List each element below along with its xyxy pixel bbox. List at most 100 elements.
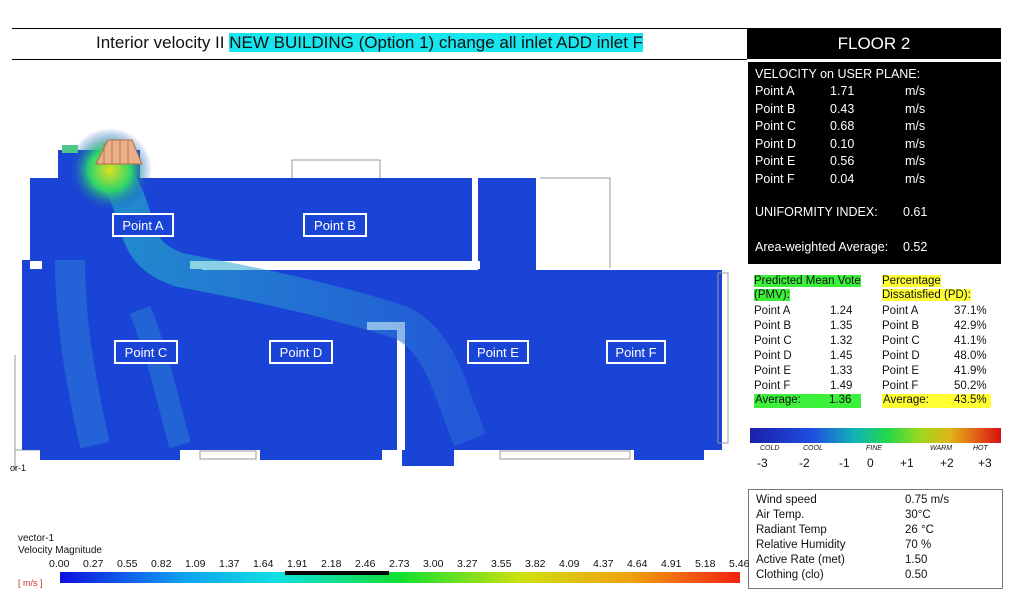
pd-header-2: Dissatisfied (PD): [882,289,971,301]
pd-point-name: Point A [882,305,919,317]
plot-point-label: Point E [467,340,529,364]
pd-point-value: 42.9% [954,320,987,332]
pmv-point-name: Point C [754,335,792,347]
title-highlight: NEW BUILDING (Option 1) change all inlet… [229,33,644,52]
pmv-scale-tick: +2 [940,456,954,470]
pmv-point-value: 1.32 [830,335,853,347]
pd-average-row: Average: 43.5% [882,394,991,408]
pmv-point-name: Point E [754,365,792,377]
pmv-scale-tick: -1 [839,456,850,470]
velocity-row: Point D 0.10 m/s [755,137,995,154]
velocity-point-name: Point C [755,119,796,133]
page-title: Interior velocity II NEW BUILDING (Optio… [96,33,644,53]
plot-point-label: Point B [303,213,367,237]
plot-edge-label: or-1 [10,463,27,473]
condition-value: 0.50 [905,569,928,581]
condition-value: 30°C [905,509,931,521]
velocity-legend-tick: 4.37 [593,558,614,570]
velocity-point-name: Point F [755,171,795,186]
pmv-scale-word: COOL [803,445,823,452]
velocity-legend-tick: 4.91 [661,558,682,570]
velocity-legend-tick: 3.27 [457,558,478,570]
pmv-point-value: 1.35 [830,320,853,332]
legend-unit: [ m/s ] [18,578,43,588]
condition-label: Radiant Temp [756,524,827,536]
pd-point-value: 50.2% [954,380,987,392]
velocity-point-unit: m/s [905,101,926,116]
velocity-row: Point B 0.43 m/s [755,102,995,119]
pmv-point-value: 1.49 [830,380,853,392]
condition-label: Clothing (clo) [756,569,824,581]
condition-value: 0.75 m/s [905,494,950,506]
pmv-point-value: 1.24 [830,305,853,317]
velocity-legend-tick: 1.91 [287,558,308,570]
velocity-legend-tick: 2.73 [389,558,410,570]
uniformity-value: 0.61 [903,205,928,219]
uniformity-label: UNIFORMITY INDEX: [755,205,878,219]
pd-point-value: 41.9% [954,365,987,377]
velocity-row: Point E 0.56 m/s [755,154,995,171]
condition-value: 70 % [905,539,932,551]
velocity-legend-tick: 0.27 [83,558,104,570]
velocity-legend-tick: 2.18 [321,558,342,570]
velocity-row: Point A 1.71 m/s [755,84,995,101]
velocity-point-name: Point E [755,154,796,168]
velocity-point-value: 0.04 [830,171,855,186]
condition-label: Active Rate (met) [756,554,845,566]
pd-point-name: Point C [882,335,920,347]
pmv-point-name: Point B [754,320,792,332]
pd-header: Percentage [882,275,941,287]
pd-point-name: Point F [882,380,919,392]
velocity-point-value: 1.71 [830,84,855,98]
title-bar: Interior velocity II NEW BUILDING (Optio… [12,28,747,60]
pd-point-name: Point D [882,350,920,362]
condition-value: 1.50 [905,554,928,566]
velocity-point-unit: m/s [905,154,926,168]
area-avg-value: 0.52 [903,240,928,254]
legend-overlay-bar [285,571,389,575]
velocity-point-name: Point A [755,84,795,98]
pd-avg-label: Average: [883,394,929,406]
inlet-icon [95,139,143,165]
pmv-average-row: Average: 1.36 [754,394,861,408]
pmv-avg-label: Average: [755,394,801,406]
inlet-small-icon [62,145,78,153]
plot-point-label: Point F [606,340,666,364]
pmv-scale-tick: -2 [799,456,810,470]
uniformity-row: UNIFORMITY INDEX: 0.61 [755,205,995,222]
pmv-header: Predicted Mean Vote [754,275,861,287]
legend-quantity: Velocity Magnitude [18,545,102,556]
pmv-scale-word: WARM [930,445,953,452]
velocity-legend-tick: 2.46 [355,558,376,570]
velocity-point-value: 0.10 [830,136,855,151]
velocity-colorbar [60,572,740,583]
velocity-point-unit: m/s [905,119,926,133]
velocity-point-value: 0.68 [830,119,855,133]
area-avg-row: Area-weighted Average: 0.52 [755,240,995,257]
condition-label: Wind speed [756,494,817,506]
velocity-point-unit: m/s [905,171,926,186]
velocity-legend-tick: 5.46 [729,558,750,570]
pd-point-value: 48.0% [954,350,987,362]
cfd-plot [14,128,729,470]
condition-label: Air Temp. [756,509,805,521]
velocity-row: Point C 0.68 m/s [755,119,995,136]
pd-point-name: Point B [882,320,920,332]
velocity-legend-tick: 1.64 [253,558,274,570]
velocity-legend-tick: 4.64 [627,558,648,570]
velocity-point-unit: m/s [905,136,926,151]
velocity-point-value: 0.56 [830,154,855,168]
pmv-scale-word: HOT [973,445,988,452]
velocity-point-name: Point B [755,101,796,116]
velocity-header: VELOCITY on USER PLANE: [755,67,921,81]
pmv-point-value: 1.33 [830,365,853,377]
velocity-legend-tick: 5.18 [695,558,716,570]
legend-name: vector-1 [18,533,55,544]
pmv-scale-word: COLD [760,445,780,452]
title-plain: Interior velocity II [96,33,230,52]
conditions-box: Wind speed 0.75 m/s Air Temp. 30°C Radiant T… [748,489,1003,589]
plot-point-label: Point D [269,340,333,364]
plot-point-label: Point C [114,340,178,364]
velocity-legend-tick: 3.55 [491,558,512,570]
pmv-scale-tick: -3 [757,456,768,470]
